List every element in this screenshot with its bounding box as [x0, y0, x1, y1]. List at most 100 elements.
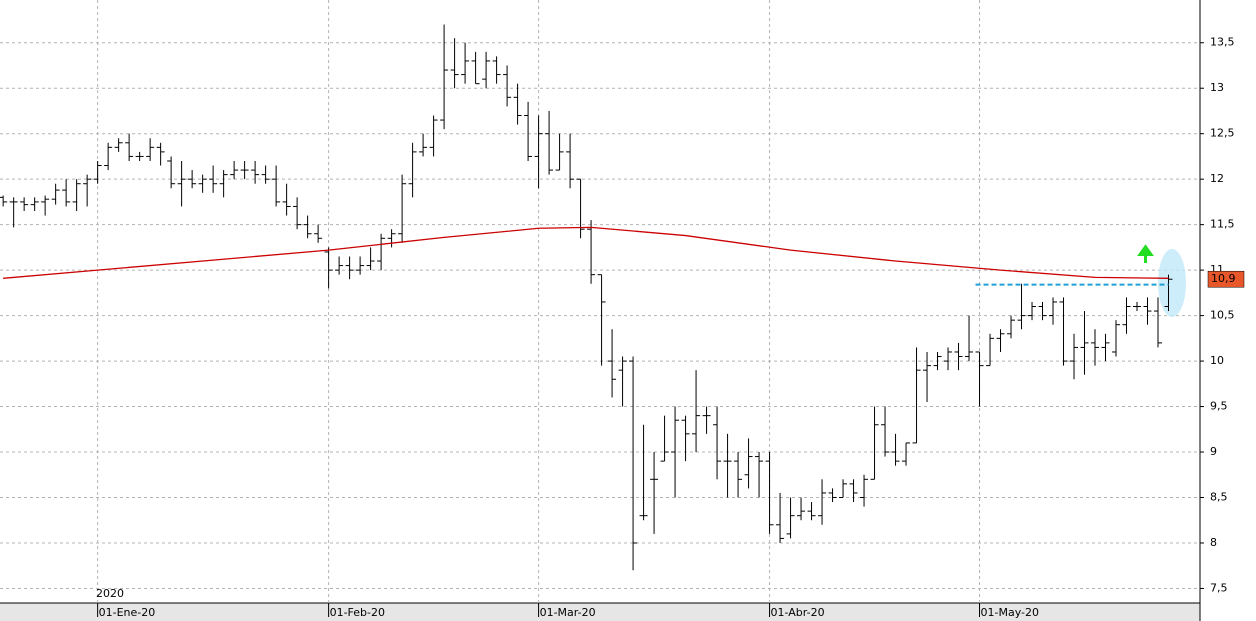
ohlc-bar — [104, 142, 113, 171]
ohlc-bar — [324, 247, 333, 289]
ohlc-bar — [387, 229, 396, 248]
ohlc-bar — [618, 356, 627, 407]
ohlc-bar — [219, 170, 228, 198]
ohlc-bar — [881, 406, 890, 457]
ohlc-bar — [902, 442, 911, 466]
ohlc-bar — [62, 179, 71, 207]
ohlc-bar — [1164, 274, 1173, 312]
y-tick-label: 12 — [1210, 172, 1224, 185]
price-tag-label: 10,9 — [1211, 272, 1236, 285]
x-tick-label: 01-Mar-20 — [540, 606, 596, 619]
ohlc-bar — [1080, 311, 1089, 375]
ohlc-bar — [891, 433, 900, 466]
ohlc-bar — [1007, 315, 1016, 339]
highlight — [1158, 249, 1186, 317]
y-tick-label: 12,5 — [1210, 127, 1235, 140]
ohlc-bar — [1112, 320, 1121, 357]
ohlc-bar — [671, 406, 680, 498]
ohlc-bar — [125, 133, 134, 161]
ohlc-bar — [923, 351, 932, 402]
price-tag — [1207, 270, 1245, 288]
ohlc-bar — [1101, 333, 1110, 362]
ohlc-bar — [513, 83, 522, 125]
ohlc-bar — [849, 479, 858, 503]
ohlc-bar — [776, 492, 785, 543]
ohlc-bar — [944, 347, 953, 371]
up-arrow — [1137, 244, 1154, 263]
ohlc-bar — [828, 488, 837, 503]
ohlc-bar — [135, 151, 144, 161]
ohlc-bar — [755, 452, 764, 498]
ohlc-bar — [93, 160, 102, 184]
ohlc-bar — [72, 179, 81, 212]
ohlc-bar — [83, 174, 92, 207]
ohlc-bar — [345, 256, 354, 280]
ohlc-bar — [198, 174, 207, 193]
ohlc-bar — [702, 406, 711, 434]
y-tick-label: 11,5 — [1210, 218, 1235, 231]
ohlc-bar — [713, 406, 722, 480]
ohlc-bar — [41, 195, 50, 216]
ohlc-bar — [303, 215, 312, 239]
ohlc-bar — [167, 156, 176, 189]
ohlc-bar — [996, 329, 1005, 352]
ohlc-bar — [114, 138, 123, 152]
ohlc-bar — [230, 160, 239, 180]
ohlc-bar — [492, 56, 501, 84]
ohlc-bar — [0, 195, 8, 207]
ohlc-bar — [188, 170, 197, 189]
ohlc-bar — [555, 133, 564, 171]
ohlc-bar — [20, 197, 29, 212]
ohlc-bar — [870, 406, 879, 480]
ohlc-bar — [860, 474, 869, 507]
ohlc-bar — [797, 497, 806, 521]
x-tick-label: 01-Abr-20 — [771, 606, 825, 619]
ohlc-bar — [1059, 297, 1068, 366]
ohlc-bar — [639, 424, 648, 521]
ohlc-bar — [839, 479, 848, 498]
ohlc-bar — [1049, 297, 1058, 325]
y-tick-label: 13,5 — [1210, 36, 1235, 49]
ohlc-bar — [398, 174, 407, 243]
ohlc-bar — [1070, 333, 1079, 380]
year-label: 2020 — [96, 587, 124, 600]
ohlc-bar — [177, 160, 186, 207]
ohlc-bar — [576, 178, 585, 239]
ohlc-bar — [450, 38, 459, 89]
ohlc-bar — [566, 133, 575, 189]
ohlc-bar — [986, 333, 995, 367]
ohlc-bar — [1143, 297, 1152, 325]
grid — [0, 0, 1200, 603]
moving-average — [3, 226, 1169, 279]
ohlc-bar — [282, 183, 291, 216]
ohlc-bar — [723, 433, 732, 498]
ohlc-bar — [1028, 301, 1037, 321]
y-tick-label: 9 — [1210, 445, 1217, 458]
ohlc-bar — [314, 224, 323, 243]
ohlc-bar — [650, 452, 659, 534]
ohlc-bar — [608, 329, 617, 398]
ohlc-bar — [744, 438, 753, 489]
ohlc-bar — [377, 233, 386, 271]
ohlc-bar — [209, 165, 218, 193]
ohlc-bar — [251, 160, 260, 184]
ohlc-bar — [534, 115, 543, 189]
ohlc-bar — [692, 370, 701, 453]
ohlc-bar — [240, 160, 249, 180]
ohlc-bar — [545, 110, 554, 175]
ohlc-bar — [1154, 297, 1163, 348]
ohlc-bar — [1091, 329, 1100, 366]
ohlc-bar — [440, 24, 449, 130]
ohlc-bar — [1122, 297, 1131, 334]
ohlc-bar — [429, 115, 438, 157]
ohlc-bar — [681, 415, 690, 462]
ohlc-bar — [524, 101, 533, 161]
ohlc-bar — [1017, 283, 1026, 330]
ohlc-bar — [366, 247, 375, 271]
ohlc-bar — [482, 51, 491, 89]
ohlc-bar — [419, 133, 428, 157]
y-tick-label: 7,5 — [1210, 581, 1228, 594]
ohlc-bar — [597, 274, 606, 366]
ohlc-bar — [786, 497, 795, 539]
